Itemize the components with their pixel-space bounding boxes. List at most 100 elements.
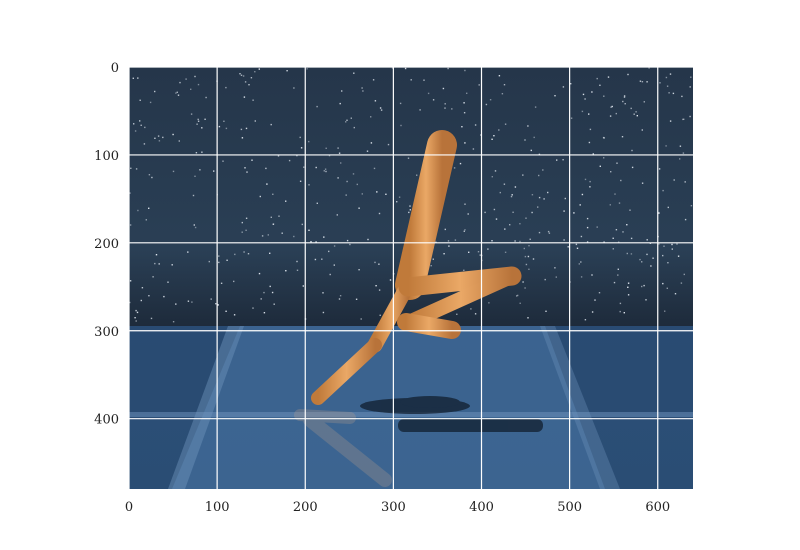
star [556,159,558,161]
star [669,73,672,75]
star [407,157,410,159]
star [346,119,348,121]
star [175,303,177,305]
star [195,152,198,154]
star [522,281,524,283]
star [308,140,310,143]
star [143,143,146,145]
star [447,240,450,242]
star [194,175,196,177]
star [259,195,261,198]
star [171,264,173,266]
star [622,100,624,103]
star [683,118,685,120]
star [630,237,633,240]
star [616,162,618,164]
star [301,223,303,226]
star [251,159,253,161]
star [356,183,358,186]
star [527,255,530,258]
star [650,265,652,267]
star [409,205,411,207]
star [145,219,147,221]
star [636,115,638,117]
star [612,237,614,239]
star [527,125,529,127]
star [240,74,243,76]
star [135,320,137,322]
star [538,231,541,234]
star [531,211,533,214]
star [463,269,465,271]
star [190,88,192,90]
star [528,245,530,247]
star [631,149,633,152]
star [610,106,612,108]
star [547,230,550,233]
star [308,184,310,186]
star [194,226,197,229]
star [266,183,268,185]
star [525,263,528,266]
star [158,263,160,265]
star [391,67,394,69]
star [493,208,496,211]
floor-horizon-line [129,412,693,417]
star [538,174,540,177]
star [614,193,616,195]
star [154,90,156,93]
floor-light-edge-left [168,326,244,489]
star [519,240,521,243]
grid [128,66,693,489]
right-shin [311,338,382,405]
star [523,247,525,250]
star [222,160,224,162]
star [285,200,287,202]
star [310,241,312,243]
star [263,312,266,314]
star [328,250,330,253]
star [296,269,299,271]
star [240,128,243,131]
star [134,130,137,132]
star [367,238,369,241]
star [225,127,228,130]
star [323,170,325,172]
star [374,100,377,102]
star [252,307,254,309]
star [272,193,274,195]
star [152,276,154,278]
star [667,206,669,209]
star [643,101,645,103]
star [427,92,430,95]
star [322,311,325,314]
star [148,295,150,297]
star [665,76,668,79]
star [341,90,343,92]
star [609,115,612,117]
star [682,152,685,154]
star [246,171,248,173]
star [641,261,643,263]
star [563,239,565,241]
star [633,113,635,115]
star [615,112,617,115]
star [584,178,587,181]
star [339,295,342,297]
star [361,193,363,195]
star [154,262,156,265]
star [157,135,160,137]
star [554,95,556,97]
star [306,68,308,70]
walker-shadow [360,396,543,432]
star [254,120,256,122]
star [197,83,200,86]
star [442,87,445,90]
star [581,193,584,196]
star [626,252,628,255]
star [258,68,260,70]
star [627,294,630,296]
star [621,136,624,138]
star [528,268,530,270]
star [603,157,605,159]
